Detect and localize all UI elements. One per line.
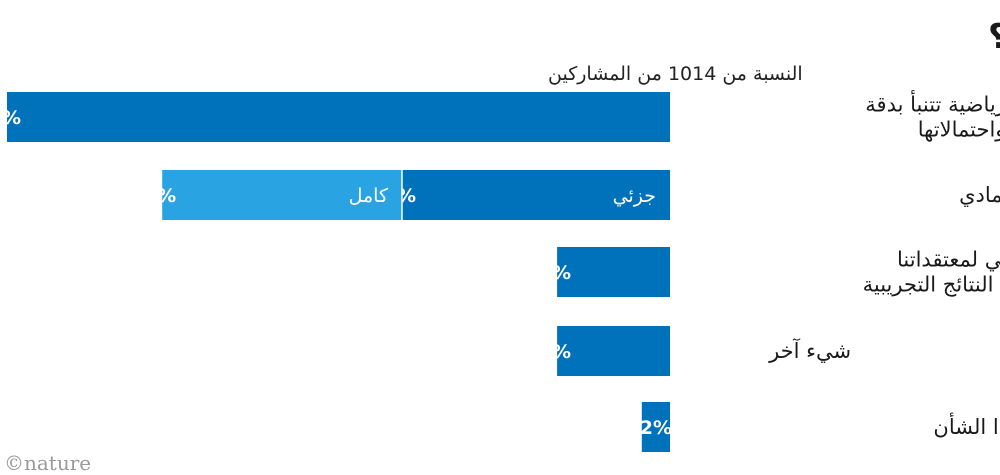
chart-subtitle: النسبة من 1014 من المشاركين	[548, 63, 803, 85]
value-label-3-0: 8%	[539, 341, 571, 363]
bar-2-0	[557, 247, 670, 297]
bar-1-1	[162, 170, 402, 220]
chart-title: ما الدالة الموجية؟	[988, 17, 1000, 57]
bar-3-0	[557, 326, 670, 376]
bars-group: 47% أداة رياضية تتنبأ بدقةبالنتائج التجري…	[0, 90, 1000, 452]
category-label-2-0: وصف شخصي لمعتقداتنا	[897, 248, 1000, 272]
value-label-0-0: 47%	[0, 107, 21, 129]
category-label-1-0: تمثيل جزئي/كامل للواقع المادي	[959, 183, 1000, 207]
nature-logo: ©nature	[4, 451, 91, 475]
segment-name-1-0: جزئي	[613, 185, 656, 207]
category-label-0-0: أداة رياضية تتنبأ بدقة	[865, 90, 1000, 117]
segment-name-1-1: كامل	[349, 185, 389, 207]
bar-1-0	[402, 170, 670, 220]
value-label-1-1: 17%	[131, 185, 176, 207]
value-label-2-0: 8%	[539, 262, 571, 284]
category-label-4-0: ليس لدي رأي في هذا الشأن	[933, 412, 1000, 439]
bar-4-0	[641, 402, 670, 452]
category-label-3-0: شيء آخر	[768, 338, 851, 363]
category-label-2-1: حول النتائج التجريبية	[863, 273, 1000, 297]
value-label-4-0: 2%	[640, 417, 672, 439]
bar-0-0	[7, 92, 670, 142]
category-label-0-1: بالنتائج التجريبية واحتمالاتها	[918, 118, 1000, 142]
